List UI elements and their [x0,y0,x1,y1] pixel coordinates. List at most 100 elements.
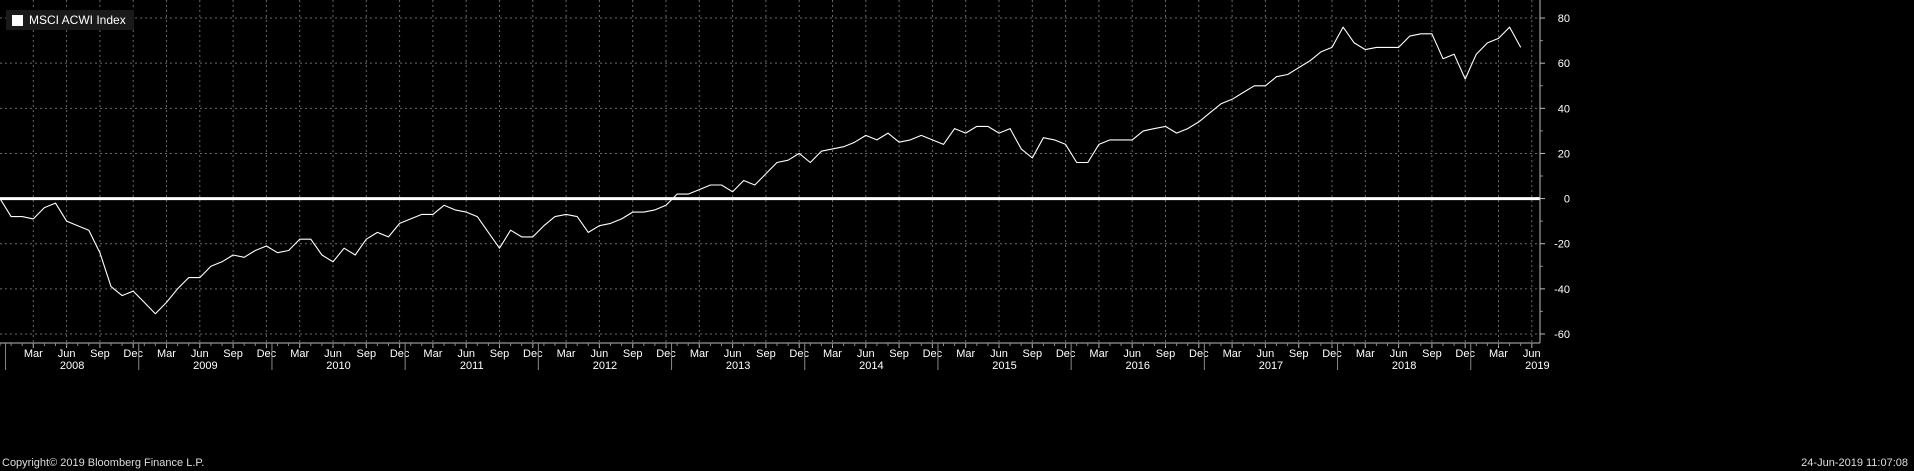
x-month-label: Jun [1123,348,1141,360]
x-month-label: Mar [157,348,176,360]
data-point [455,209,456,210]
data-point [466,212,467,213]
data-point [1021,148,1022,149]
x-month-label: Jun [1390,348,1408,360]
data-point [610,223,611,224]
data-point [1010,128,1011,129]
series-line [0,26,1522,315]
data-point [599,225,600,226]
data-point [210,266,211,267]
legend: MSCI ACWI Index [6,10,134,30]
data-point [66,221,67,222]
data-point [310,239,311,240]
x-month-label: Sep [1023,348,1043,360]
y-tick-label: -60 [1554,329,1570,341]
data-point [1265,85,1266,86]
data-point [932,139,933,140]
data-point [1198,121,1199,122]
data-point [199,277,200,278]
data-point [943,144,944,145]
x-month-label: Mar [1489,348,1508,360]
data-point [910,139,911,140]
data-point [77,225,78,226]
x-month-label: Jun [857,348,875,360]
data-point [1498,38,1499,39]
data-point [721,184,722,185]
data-point [144,302,145,303]
x-year-label: 2012 [593,360,617,372]
x-month-label: Mar [24,348,43,360]
data-point [299,239,300,240]
data-point [166,302,167,303]
x-month-label: Sep [223,348,243,360]
data-point [887,133,888,134]
data-point [987,126,988,127]
x-month-label: Mar [557,348,576,360]
x-month-label: Dec [123,348,143,360]
x-year-label: 2016 [1126,360,1150,372]
data-point [1109,139,1110,140]
data-point [1087,162,1088,163]
data-point [1509,26,1510,27]
data-point [1442,58,1443,59]
data-point [843,146,844,147]
x-year-label: 2014 [859,360,883,372]
x-year-label: 2017 [1259,360,1283,372]
x-year-label: 2011 [460,360,484,372]
x-month-label: Dec [923,348,943,360]
x-month-label: Jun [324,348,342,360]
data-point [1365,49,1366,50]
data-point [1476,54,1477,55]
data-point [799,153,800,154]
data-point [443,205,444,206]
data-point [921,135,922,136]
data-point [321,254,322,255]
data-point [1243,92,1244,93]
grid-lines [0,0,1540,343]
data-point [654,209,655,210]
x-month-label: Sep [490,348,510,360]
x-month-label: Sep [1289,348,1309,360]
data-point [1276,76,1277,77]
data-point [821,151,822,152]
data-point [899,142,900,143]
x-month-label: Dec [1189,348,1209,360]
x-month-label: Jun [191,348,209,360]
data-point [521,236,522,237]
data-point [33,218,34,219]
x-month-label: Mar [1356,348,1375,360]
data-point [1309,60,1310,61]
y-tick-label: 40 [1558,103,1570,115]
data-point [432,214,433,215]
data-point [732,191,733,192]
x-month-label: Mar [956,348,975,360]
data-point [277,252,278,253]
data-point [221,261,222,262]
data-point [677,193,678,194]
data-point [155,313,156,314]
copyright-text: Copyright© 2019 Bloomberg Finance L.P. [2,457,205,469]
data-point [954,128,955,129]
x-month-label: Dec [523,348,543,360]
x-month-label: Dec [1322,348,1342,360]
x-axis: Mar Jun Sep Dec Mar Jun Sep Dec Mar Jun Sep Dec Mar J… [0,342,1550,372]
data-point [1520,47,1521,48]
data-point [99,252,100,253]
x-month-label: Jun [1523,348,1541,360]
data-point [510,230,511,231]
data-point [355,254,356,255]
data-point [55,202,56,203]
x-month-label: Mar [290,348,309,360]
data-point [255,250,256,251]
data-point [11,216,12,217]
data-point [754,184,755,185]
data-point [1420,33,1421,34]
x-month-label: Mar [823,348,842,360]
data-point [1165,126,1166,127]
y-tick-label: -40 [1554,284,1570,296]
x-month-label: Mar [1223,348,1242,360]
y-tick-label: 60 [1558,58,1570,70]
data-point [554,216,555,217]
x-month-label: Sep [90,348,110,360]
legend-label: MSCI ACWI Index [29,13,126,27]
